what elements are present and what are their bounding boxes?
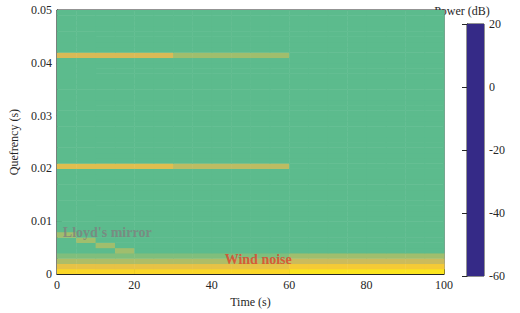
svg-text:0.02: 0.02 [31, 161, 52, 175]
svg-text:20: 20 [489, 17, 501, 31]
svg-text:Lloyd's mirror: Lloyd's mirror [63, 225, 152, 240]
svg-text:0.01: 0.01 [31, 214, 52, 228]
svg-text:-40: -40 [489, 206, 505, 220]
svg-text:0.03: 0.03 [31, 109, 52, 123]
svg-text:-60: -60 [489, 269, 505, 283]
svg-text:0: 0 [489, 80, 495, 94]
svg-text:Wind noise: Wind noise [225, 252, 292, 267]
svg-text:100: 100 [435, 278, 453, 292]
svg-text:80: 80 [361, 278, 373, 292]
svg-text:60: 60 [283, 278, 295, 292]
svg-text:0.04: 0.04 [31, 56, 52, 70]
svg-text:20: 20 [128, 278, 140, 292]
svg-text:0.05: 0.05 [31, 3, 52, 17]
svg-text:-20: -20 [489, 143, 505, 157]
svg-text:Power (dB): Power (dB) [434, 4, 490, 18]
svg-text:Time (s): Time (s) [230, 295, 271, 309]
svg-text:Quefrency (s): Quefrency (s) [7, 109, 21, 175]
svg-text:40: 40 [206, 278, 218, 292]
svg-text:0: 0 [46, 267, 52, 281]
svg-text:0: 0 [54, 278, 60, 292]
